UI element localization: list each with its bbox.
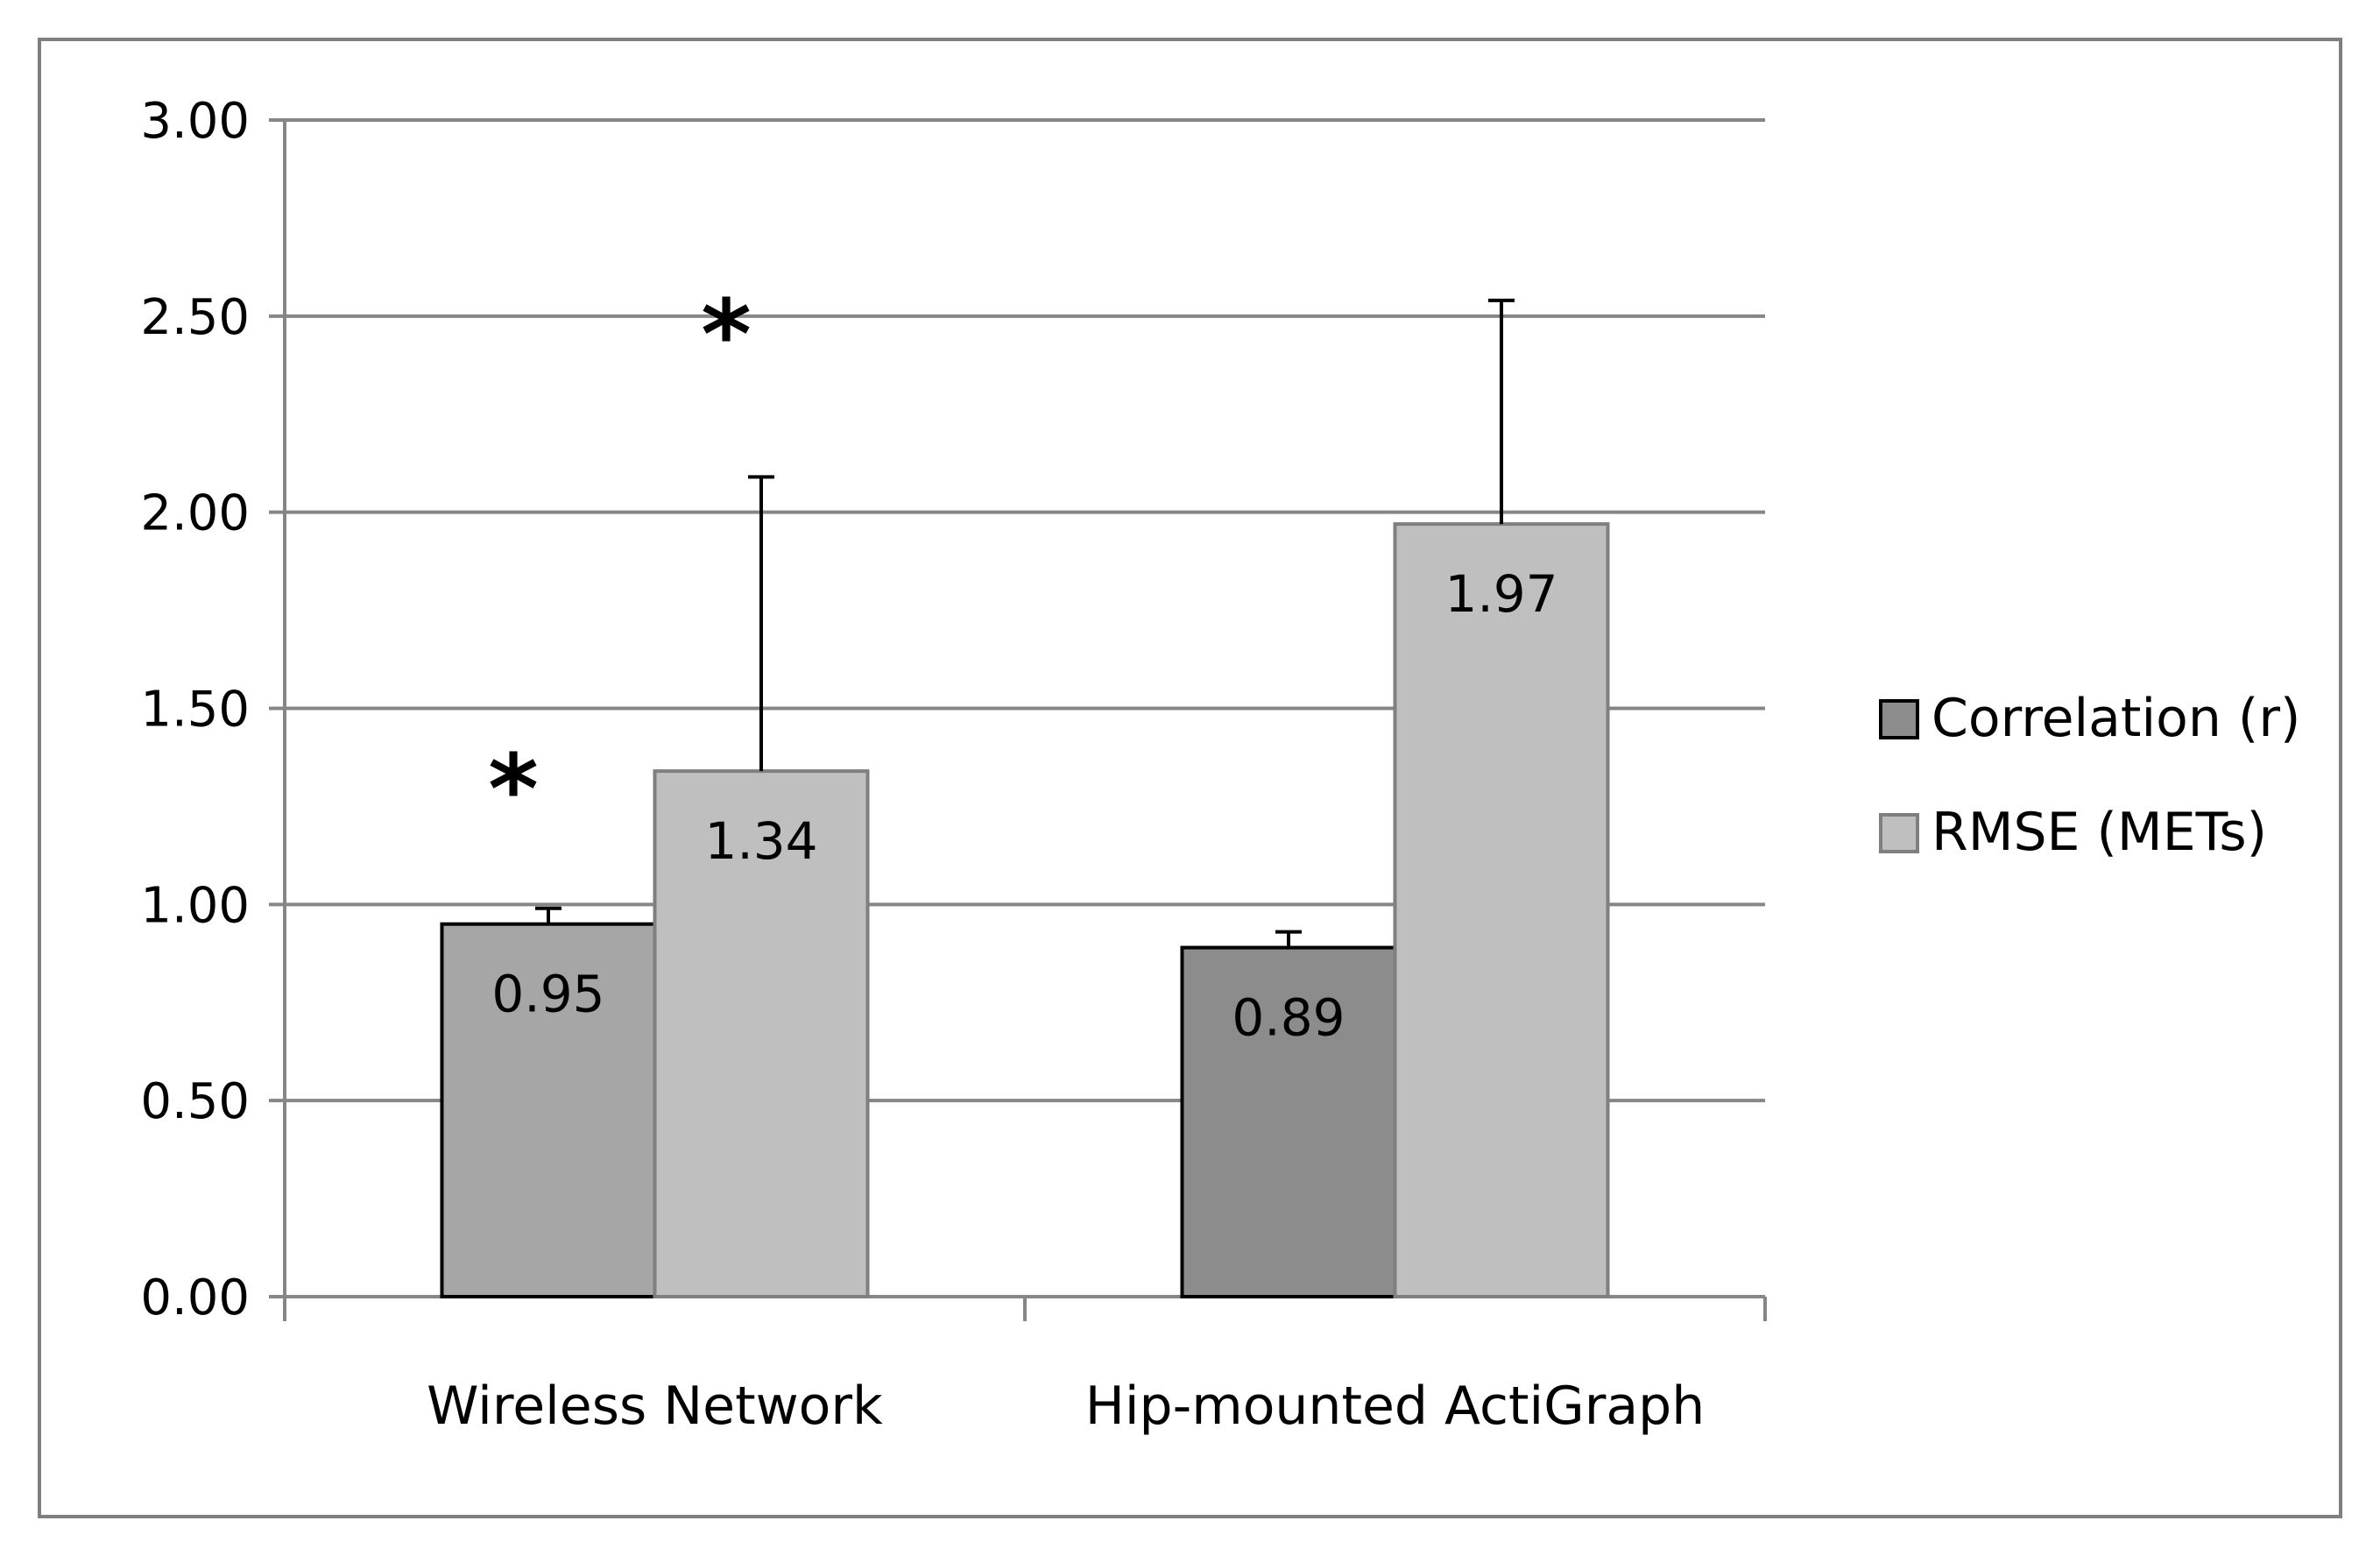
y-tick-label: 2.00 (140, 485, 250, 542)
x-tick-label: Wireless Network (427, 1376, 883, 1437)
y-tick-label: 1.50 (140, 682, 250, 739)
legend: Correlation (r) RMSE (METs) (1879, 688, 2300, 863)
data-label: 1.97 (1444, 564, 1557, 624)
y-tick-label: 1.00 (140, 877, 250, 934)
y-tick-label: 0.00 (140, 1270, 250, 1326)
y-tick-label: 3.00 (140, 93, 250, 150)
bar (1180, 945, 1397, 1298)
data-label: 1.34 (704, 811, 817, 871)
legend-label: Correlation (r) (1932, 688, 2300, 749)
y-tick-label: 2.50 (140, 289, 250, 346)
bars (440, 298, 1610, 1298)
data-labels: 0.95 1.34 0.89 1.97 * * (488, 279, 1557, 1048)
data-label: 0.89 (1232, 988, 1345, 1048)
bar (1393, 522, 1610, 1298)
bar (653, 769, 870, 1298)
legend-label: RMSE (METs) (1932, 802, 2267, 863)
bar (440, 922, 657, 1298)
x-tick-label: Hip-mounted ActiGraph (1085, 1376, 1706, 1437)
legend-swatch (1879, 699, 1919, 739)
significance-star: * (488, 733, 539, 845)
significance-star: * (701, 279, 752, 391)
legend-swatch (1879, 813, 1919, 853)
data-label: 0.95 (491, 965, 604, 1024)
y-tick-label: 0.50 (140, 1073, 250, 1130)
axes: 0.00 0.50 1.00 1.50 2.00 2.50 3.00 Wireless Net… (140, 93, 1767, 1437)
